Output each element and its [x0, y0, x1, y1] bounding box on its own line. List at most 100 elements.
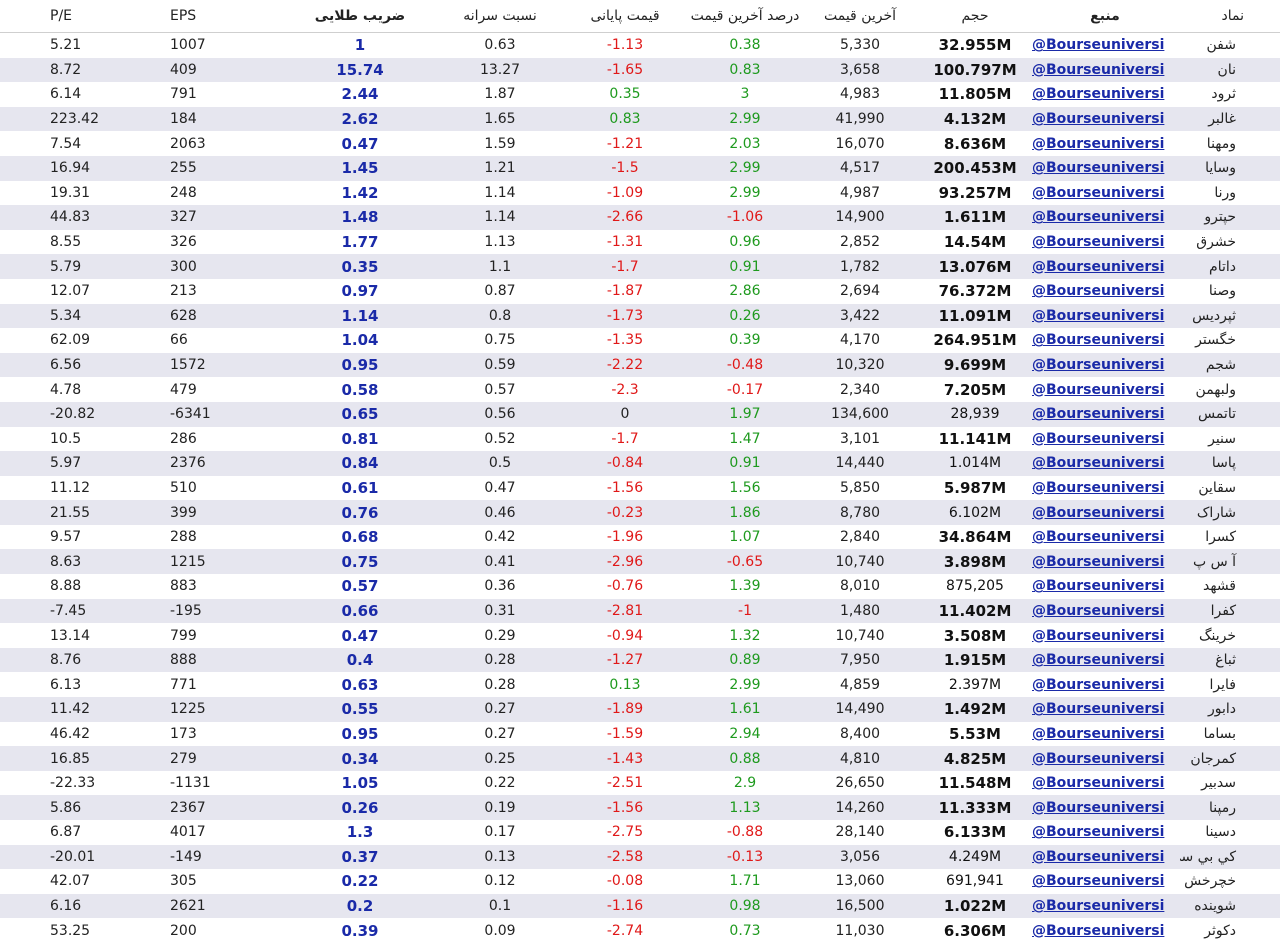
cell-symbol: دسینا	[1205, 824, 1236, 841]
cell-source: @Bourseuniversi	[1030, 427, 1180, 452]
cell-last-price: 16,500	[835, 898, 885, 915]
cell-eps: 1572	[170, 357, 206, 374]
header-volume[interactable]: حجم	[920, 0, 1030, 33]
source-link[interactable]: @Bourseuniversi	[1032, 283, 1165, 300]
source-link[interactable]: @Bourseuniversi	[1032, 898, 1165, 915]
cell-pe: 6.56	[50, 357, 82, 374]
source-link[interactable]: @Bourseuniversi	[1032, 578, 1165, 595]
table-row: 7.54 2063 0.47 1.59 -1.21 2.03 16,070 8.636M @Bo…	[0, 131, 1280, 156]
cell-source: @Bourseuniversi	[1030, 697, 1180, 722]
cell-last-price: 16,070	[835, 135, 885, 152]
cell-pe: 16.94	[50, 160, 91, 177]
cell-last-pct: 2.99	[729, 676, 761, 693]
source-link[interactable]: @Bourseuniversi	[1032, 234, 1165, 251]
cell-eps: 300	[170, 258, 197, 275]
header-per-capita[interactable]: نسبت سرانه	[440, 0, 560, 33]
cell-golden: 0.2	[346, 897, 374, 916]
source-link[interactable]: @Bourseuniversi	[1032, 553, 1165, 570]
cell-last-price: 10,320	[835, 357, 885, 374]
cell-pe: 10.5	[50, 430, 82, 447]
cell-pe: 62.09	[50, 332, 91, 349]
table-row: -20.01 -149 0.37 0.13 -2.58 -0.13 3,056 4.249M @…	[0, 844, 1280, 870]
source-link[interactable]: @Bourseuniversi	[1032, 750, 1165, 767]
source-link[interactable]: @Bourseuniversi	[1032, 848, 1165, 865]
source-link[interactable]: @Bourseuniversi	[1032, 701, 1165, 718]
cell-golden: 2.62	[341, 110, 379, 129]
cell-golden: 0.35	[341, 257, 379, 276]
cell-symbol: خگستر	[1195, 332, 1236, 349]
header-pe[interactable]: P/E	[0, 0, 160, 33]
header-golden[interactable]: ضریب طلایی	[280, 0, 440, 33]
cell-per-capita: 0.17	[484, 824, 516, 841]
source-link[interactable]: @Bourseuniversi	[1032, 86, 1165, 103]
source-link[interactable]: @Bourseuniversi	[1032, 824, 1165, 841]
source-link[interactable]: @Bourseuniversi	[1032, 775, 1165, 792]
source-link[interactable]: @Bourseuniversi	[1032, 504, 1165, 521]
cell-volume: 11.402M	[938, 601, 1012, 620]
header-last-pct[interactable]: درصد آخرین قیمت	[690, 0, 800, 33]
cell-last-pct: 1.13	[729, 799, 761, 816]
source-link[interactable]: @Bourseuniversi	[1032, 160, 1165, 177]
source-link[interactable]: @Bourseuniversi	[1032, 111, 1165, 128]
cell-eps: 1007	[170, 37, 206, 54]
cell-symbol: سنیر	[1208, 430, 1236, 447]
cell-last-pct: 2.03	[729, 135, 761, 152]
cell-per-capita: 0.19	[484, 799, 516, 816]
table-row: 6.16 2621 0.2 0.1 -1.16 0.98 16,500 1.022M @Bour…	[0, 893, 1280, 919]
source-link[interactable]: @Bourseuniversi	[1032, 406, 1165, 423]
source-link[interactable]: @Bourseuniversi	[1032, 61, 1165, 78]
source-link[interactable]: @Bourseuniversi	[1032, 430, 1165, 447]
source-link[interactable]: @Bourseuniversi	[1032, 676, 1165, 693]
cell-last-pct: 0.73	[729, 922, 761, 939]
source-link[interactable]: @Bourseuniversi	[1032, 479, 1165, 496]
header-source[interactable]: منبع	[1030, 0, 1180, 33]
source-link[interactable]: @Bourseuniversi	[1032, 529, 1165, 546]
cell-golden: 1.04	[341, 331, 379, 350]
cell-last-pct: 0.96	[729, 234, 761, 251]
table-row: 6.87 4017 1.3 0.17 -2.75 -0.88 28,140 6.133M @Bo…	[0, 820, 1280, 845]
cell-last-pct: 2.99	[729, 160, 761, 177]
cell-last-pct: 2.86	[729, 283, 761, 300]
source-link[interactable]: @Bourseuniversi	[1032, 799, 1165, 816]
cell-per-capita: 13.27	[479, 61, 521, 78]
cell-close-price: -1.96	[606, 529, 644, 546]
cell-source: @Bourseuniversi	[1030, 181, 1180, 206]
source-link[interactable]: @Bourseuniversi	[1032, 381, 1165, 398]
source-link[interactable]: @Bourseuniversi	[1032, 209, 1165, 226]
cell-close-price: -1.27	[606, 652, 644, 669]
cell-golden: 1	[354, 36, 366, 55]
source-link[interactable]: @Bourseuniversi	[1032, 37, 1165, 54]
source-link[interactable]: @Bourseuniversi	[1032, 135, 1165, 152]
cell-eps: 327	[170, 209, 197, 226]
header-close-price[interactable]: قیمت پایانی	[560, 0, 690, 33]
cell-last-price: 14,260	[835, 799, 885, 816]
source-link[interactable]: @Bourseuniversi	[1032, 602, 1165, 619]
cell-golden: 0.22	[341, 872, 379, 891]
table-row: 6.14 791 2.44 1.87 0.35 3 4,983 11.805M @Bourseu…	[0, 82, 1280, 107]
source-link[interactable]: @Bourseuniversi	[1032, 725, 1165, 742]
source-link[interactable]: @Bourseuniversi	[1032, 873, 1165, 890]
source-link[interactable]: @Bourseuniversi	[1032, 627, 1165, 644]
header-row: P/E EPS ضریب طلایی نسبت سرانه قیمت پایان…	[0, 0, 1280, 33]
source-link[interactable]: @Bourseuniversi	[1032, 455, 1165, 472]
cell-per-capita: 1.87	[484, 86, 516, 103]
cell-last-pct: 0.98	[729, 898, 761, 915]
source-link[interactable]: @Bourseuniversi	[1032, 652, 1165, 669]
source-link[interactable]: @Bourseuniversi	[1032, 922, 1165, 939]
source-link[interactable]: @Bourseuniversi	[1032, 184, 1165, 201]
cell-last-pct: -1	[738, 602, 752, 619]
cell-last-price: 8,400	[839, 725, 881, 742]
cell-golden: 0.97	[341, 282, 379, 301]
cell-close-price: -1.43	[606, 750, 644, 767]
header-last-price[interactable]: آخرین قیمت	[800, 0, 920, 33]
source-link[interactable]: @Bourseuniversi	[1032, 258, 1165, 275]
cell-last-price: 4,987	[839, 184, 881, 201]
header-symbol[interactable]: نماد	[1180, 0, 1280, 33]
table-row: 6.13 771 0.63 0.28 0.13 2.99 4,859 2.397M @Bours…	[0, 672, 1280, 698]
source-link[interactable]: @Bourseuniversi	[1032, 357, 1165, 374]
header-eps[interactable]: EPS	[160, 0, 280, 33]
cell-golden: 0.84	[341, 454, 379, 473]
source-link[interactable]: @Bourseuniversi	[1032, 332, 1165, 349]
source-link[interactable]: @Bourseuniversi	[1032, 307, 1165, 324]
cell-golden: 0.76	[341, 503, 379, 522]
